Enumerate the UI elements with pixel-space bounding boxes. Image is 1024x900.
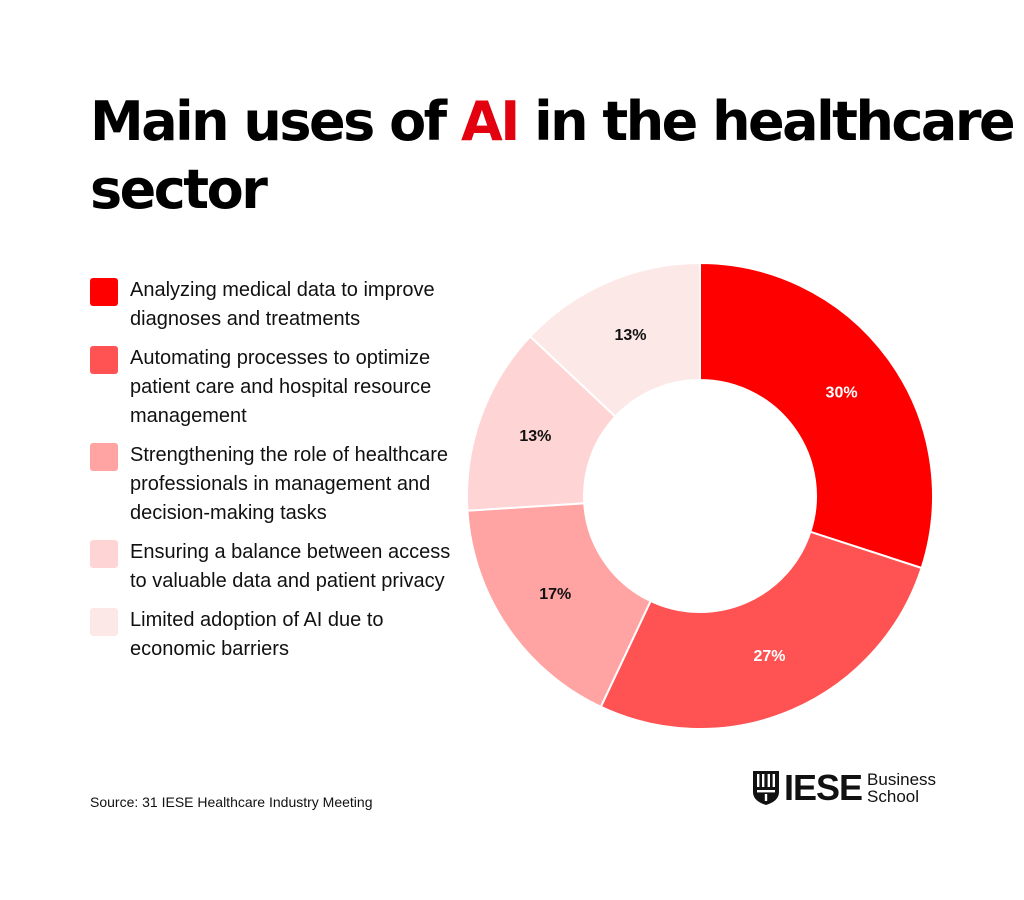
legend-label: Automating processes to optimize patient…: [130, 347, 432, 427]
chart-legend: Analyzing medical data to improve diagno…: [90, 276, 460, 674]
slice-value-label: 13%: [614, 327, 646, 344]
chart-title: Main uses of AI in the healthcare sector: [90, 88, 1024, 224]
legend-item: Limited adoption of AI due to economic b…: [90, 606, 460, 664]
slice-value-label: 30%: [826, 385, 858, 402]
legend-item: Strengthening the role of healthcare pro…: [90, 441, 460, 528]
slice-value-label: 13%: [519, 428, 551, 445]
donut-slice: [466, 502, 652, 709]
donut-slice: [599, 530, 923, 730]
donut-slice: [528, 261, 701, 419]
legend-swatch: [90, 278, 118, 306]
logo-line-2: School: [867, 787, 920, 806]
legend-label: Strengthening the role of healthcare pro…: [130, 444, 448, 524]
legend-item: Ensuring a balance between access to val…: [90, 538, 460, 596]
donut-slice: [699, 261, 934, 570]
iese-crest-icon: [753, 771, 779, 805]
legend-swatch: [90, 346, 118, 374]
legend-label: Limited adoption of AI due to economic b…: [130, 609, 384, 660]
slice-value-label: 17%: [539, 586, 571, 603]
legend-label: Analyzing medical data to improve diagno…: [130, 279, 435, 330]
title-part-1: Main uses of: [90, 90, 461, 153]
iese-logo: IESE Business School: [752, 770, 936, 806]
logo-wordmark: IESE: [784, 767, 863, 808]
legend-swatch: [90, 540, 118, 568]
slice-value-label: 27%: [753, 648, 785, 665]
legend-swatch: [90, 608, 118, 636]
legend-swatch: [90, 443, 118, 471]
logo-line-1: Business: [867, 770, 937, 789]
source-note: Source: 31 IESE Healthcare Industry Meet…: [90, 794, 373, 810]
title-part-2: in the healthcare sector: [90, 90, 1016, 221]
legend-item: Automating processes to optimize patient…: [90, 344, 460, 431]
legend-item: Analyzing medical data to improve diagno…: [90, 276, 460, 334]
logo-subtitle: Business School: [867, 771, 936, 805]
donut-chart: 30% 27% 17% 13% 13%: [466, 261, 934, 730]
title-highlight: AI: [460, 90, 520, 153]
legend-label: Ensuring a balance between access to val…: [130, 541, 451, 592]
